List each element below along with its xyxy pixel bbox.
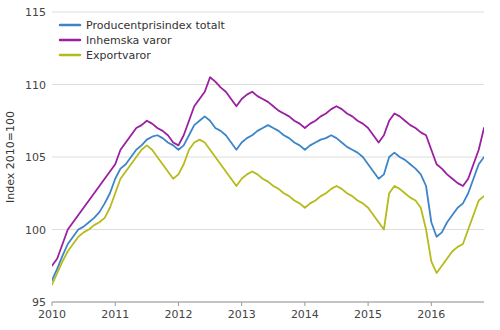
y-tick-label: 110 [25,79,46,92]
y-tick-label: 100 [25,224,46,237]
grid-line [52,229,484,230]
lines [52,77,484,284]
x-tick-label: 2012 [164,308,192,321]
y-axis: 95100105110115 [25,6,484,309]
x-tick [52,302,53,306]
x-axis: 2010 2011 2012 2013 2014 2015 2016 [38,302,484,321]
x-tick [368,302,369,306]
legend-swatch [60,24,80,27]
y-tick-label: 115 [25,6,46,19]
legend-label: Producentprisindex totalt [86,19,226,32]
legend-label: Inhemska varor [86,34,172,47]
series-line [52,116,484,280]
x-tick-label: 2011 [101,308,129,321]
x-tick-label: 2015 [354,308,382,321]
legend-label: Exportvaror [86,49,151,62]
x-tick [241,302,242,306]
x-tick [431,302,432,306]
x-tick-label: 2013 [228,308,256,321]
legend-swatch [60,54,80,57]
legend-swatch [60,39,80,42]
x-tick [115,302,116,306]
y-axis-label: Index 2010=100 [4,111,17,203]
x-tick-label: 2016 [417,308,445,321]
y-tick-label: 105 [25,151,46,164]
x-tick [304,302,305,306]
x-tick-label: 2014 [291,308,319,321]
chart: 95100105110115Index 2010=100201020112012… [0,0,500,330]
grid-line [52,84,484,85]
legend: Producentprisindex totalt Inhemska varor E… [60,19,226,62]
series-line [52,77,484,266]
grid-line [52,12,484,13]
x-axis-line [52,302,484,303]
x-tick-label: 2010 [38,308,66,321]
grid-line [52,302,484,303]
series-line [52,140,484,285]
x-tick [178,302,179,306]
